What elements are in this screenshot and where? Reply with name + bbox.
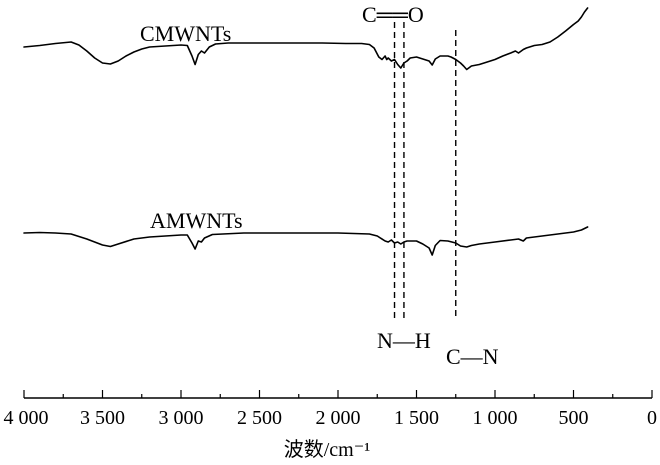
x-tick-label-3500: 3 500 bbox=[80, 407, 125, 429]
x-axis: 4 000 3 500 3 000 2 500 2 000 1 500 1 000 500 0 bbox=[4, 390, 657, 429]
x-tick-label-0: 0 bbox=[647, 407, 657, 429]
x-tick-label-4000: 4 000 bbox=[4, 407, 49, 429]
x-tick-label-2500: 2 500 bbox=[237, 407, 282, 429]
x-tick-label-1000: 1 000 bbox=[473, 407, 518, 429]
x-axis-label: 波数/cm⁻¹ bbox=[284, 438, 371, 461]
annotation-carbonyl: C══O bbox=[362, 2, 424, 27]
x-tick-label-500: 500 bbox=[559, 407, 589, 429]
series-label-amwnts: AMWNTs bbox=[150, 208, 243, 233]
x-tick-label-3000: 3 000 bbox=[159, 407, 204, 429]
series-line-amwnts bbox=[23, 226, 589, 256]
series-label-cmwnts: CMWNTs bbox=[140, 21, 231, 46]
x-tick-label-2000: 2 000 bbox=[316, 407, 361, 429]
annotation-cn: C—N bbox=[446, 344, 499, 369]
reference-lines bbox=[393, 22, 457, 320]
spectra bbox=[23, 7, 589, 256]
annotation-nh: N—H bbox=[377, 328, 431, 353]
x-tick-label-1500: 1 500 bbox=[394, 407, 439, 429]
series-line-cmwnts bbox=[23, 7, 589, 71]
